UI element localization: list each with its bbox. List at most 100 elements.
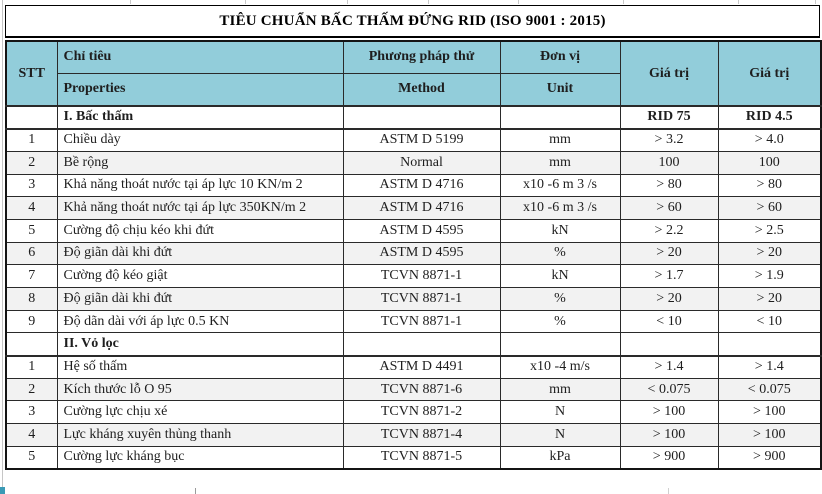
table-row: 1 Hệ số thấm ASTM D 4491 x10 -4 m/s > 1.… [5, 355, 822, 379]
table-row: 9 Độ dãn dài với áp lực 0.5 KN TCVN 8871… [5, 309, 822, 334]
cell-property: Cường lực chịu xé [56, 400, 344, 425]
cell-property: Độ dãn dài với áp lực 0.5 KN [56, 309, 344, 334]
cell-value-1: > 900 [619, 445, 719, 470]
cell-stt [5, 105, 58, 130]
cell-unit: % [499, 241, 621, 266]
header-unit-vi: Đơn vị [499, 40, 621, 74]
cell-property: Bề rộng [56, 150, 344, 175]
cell-unit: % [499, 287, 621, 311]
table-row: 7 Cường độ kéo giật TCVN 8871-1 kN > 1.7… [5, 264, 822, 288]
table-row: 1 Chiều dày ASTM D 5199 mm > 3.2 > 4.0 [5, 128, 822, 152]
cell-stt: 3 [5, 173, 58, 198]
top-edge-tick [623, 0, 624, 4]
section-header-row: I. Bấc thấm RID 75 RID 4.5 [5, 105, 822, 130]
cell-stt: 8 [5, 287, 58, 311]
table-row: 5 Cường độ chịu kéo khi đứt ASTM D 4595 … [5, 218, 822, 243]
section-label: II. Vỏ lọc [56, 332, 344, 357]
cell-stt [5, 332, 58, 357]
cell-value-1: 100 [619, 150, 719, 175]
cell-value-2: RID 4.5 [717, 105, 822, 130]
table-row: 3 Khả năng thoát nước tại áp lực 10 KN/m… [5, 173, 822, 198]
cell-property: Cường độ kéo giật [56, 264, 344, 288]
cell-unit: mm [499, 128, 621, 152]
cell-method: ASTM D 4716 [342, 196, 501, 220]
cell-method: TCVN 8871-4 [342, 423, 501, 447]
table-row: 2 Kích thước lỗ O 95 TCVN 8871-6 mm < 0.… [5, 377, 822, 402]
table-row: 4 Khả năng thoát nước tại áp lực 350KN/m… [5, 196, 822, 220]
cell-unit: mm [499, 150, 621, 175]
cell-value-2: 100 [717, 150, 822, 175]
cell-property: Khả năng thoát nước tại áp lực 350KN/m 2 [56, 196, 344, 220]
cell-value-1: > 80 [619, 173, 719, 198]
cell-stt: 9 [5, 309, 58, 334]
standards-table: STT Chỉ tiêu Phương pháp thử Đơn vị Giá … [5, 40, 822, 470]
page-left-edge-line [2, 0, 3, 494]
cell-value-2: > 100 [717, 400, 822, 425]
cell-value-2: > 20 [717, 287, 822, 311]
cell-unit [499, 105, 621, 130]
cell-value-1: > 100 [619, 423, 719, 447]
header-criteria-en: Properties [56, 72, 344, 107]
cell-unit: % [499, 309, 621, 334]
top-edge-tick [245, 0, 246, 4]
top-edge-tick [518, 0, 519, 4]
cell-unit: kN [499, 264, 621, 288]
cell-property: Khả năng thoát nước tại áp lực 10 KN/m 2 [56, 173, 344, 198]
cell-method: TCVN 8871-1 [342, 287, 501, 311]
cell-property: Chiều dày [56, 128, 344, 152]
table-row: 5 Cường lực kháng bục TCVN 8871-5 kPa > … [5, 445, 822, 470]
cell-method: Normal [342, 150, 501, 175]
cell-unit: kPa [499, 445, 621, 470]
cell-stt: 7 [5, 264, 58, 288]
cell-method: TCVN 8871-2 [342, 400, 501, 425]
cell-stt: 6 [5, 241, 58, 266]
top-edge-tick [347, 0, 348, 4]
cell-property: Độ giãn dài khi đứt [56, 241, 344, 266]
cell-stt: 5 [5, 218, 58, 243]
cell-unit: mm [499, 377, 621, 402]
cell-property: Hệ số thấm [56, 355, 344, 379]
cell-value-1: > 3.2 [619, 128, 719, 152]
header-method-en: Method [342, 72, 501, 107]
cell-value-2: > 60 [717, 196, 822, 220]
cell-method: TCVN 8871-1 [342, 264, 501, 288]
cell-method: ASTM D 4716 [342, 173, 501, 198]
cell-value-2: > 1.9 [717, 264, 822, 288]
cell-stt: 4 [5, 423, 58, 447]
cell-stt: 5 [5, 445, 58, 470]
cell-stt: 1 [5, 128, 58, 152]
cell-value-2: > 2.5 [717, 218, 822, 243]
cell-method: TCVN 8871-1 [342, 309, 501, 334]
cell-stt: 2 [5, 377, 58, 402]
cell-method: ASTM D 4491 [342, 355, 501, 379]
cell-method [342, 105, 501, 130]
header-value-1: Giá trị [619, 40, 719, 107]
cell-unit: x10 -6 m 3 /s [499, 196, 621, 220]
header-stt: STT [5, 40, 58, 107]
cell-property: Lực kháng xuyên thủng thanh [56, 423, 344, 447]
top-edge-tick [815, 0, 816, 4]
cell-value-1: < 10 [619, 309, 719, 334]
cell-unit: x10 -4 m/s [499, 355, 621, 379]
cell-method: ASTM D 4595 [342, 218, 501, 243]
cell-value-2: > 900 [717, 445, 822, 470]
table-row: 6 Độ giãn dài khi đứt ASTM D 4595 % > 20… [5, 241, 822, 266]
cell-unit: N [499, 400, 621, 425]
cell-value-1 [619, 332, 719, 357]
table-row: 4 Lực kháng xuyên thủng thanh TCVN 8871-… [5, 423, 822, 447]
cell-property: Kích thước lỗ O 95 [56, 377, 344, 402]
header-criteria-vi: Chỉ tiêu [56, 40, 344, 74]
cell-value-1: > 1.7 [619, 264, 719, 288]
next-row-stub-line [668, 488, 669, 494]
header-value-2: Giá trị [717, 40, 822, 107]
top-edge-tick [428, 0, 429, 4]
header-unit-en: Unit [499, 72, 621, 107]
top-edge-tick [738, 0, 739, 4]
cell-value-2: < 10 [717, 309, 822, 334]
cell-value-2: < 0.075 [717, 377, 822, 402]
next-row-stub-line [195, 488, 196, 494]
cell-value-1: > 20 [619, 241, 719, 266]
cell-value-2 [717, 332, 822, 357]
header-method-vi: Phương pháp thử [342, 40, 501, 74]
cell-property: Cường lực kháng bục [56, 445, 344, 470]
